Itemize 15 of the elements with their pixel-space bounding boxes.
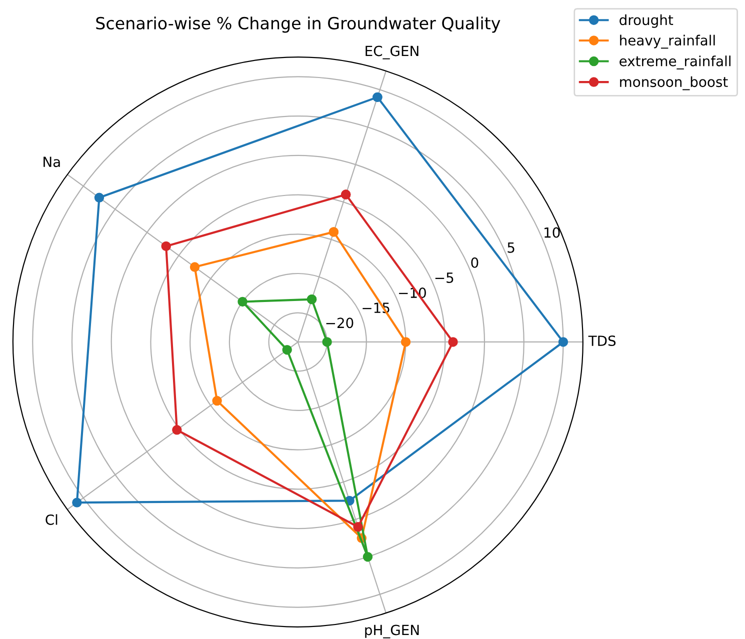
y-tick-label: −5 [435,272,454,283]
spoke-label: TDS [588,336,616,346]
spoke-label: Na [44,156,60,168]
legend-label: monsoon_boost [620,76,728,90]
spoke-label: EC_GEN [366,46,418,60]
legend-label: extreme_rainfall [620,56,730,70]
legend-label: heavy_rainfall [620,34,715,49]
y-tick-label: 0 [471,257,478,268]
chart-title: Scenario-wise % Change in Groundwater Quality [96,16,500,33]
spoke-label: Cl [46,514,58,525]
y-tick-label: 10 [544,227,560,238]
y-tick-label: −20 [326,318,354,328]
legend-label: drought [620,14,674,28]
y-tick-label: 5 [508,242,514,253]
spoke-label: pH_GEN [365,624,419,638]
